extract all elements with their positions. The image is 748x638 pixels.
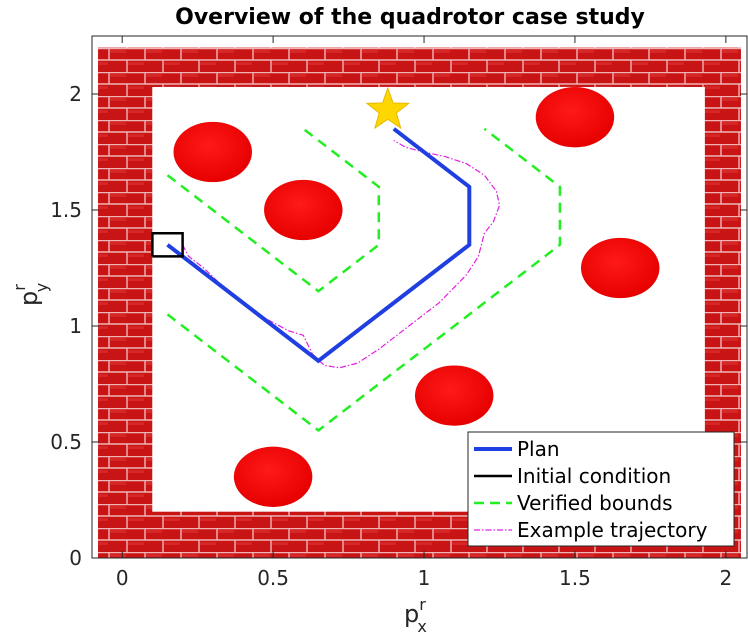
legend-label-1: Plan	[517, 437, 560, 461]
x-tick-label: 0	[116, 566, 129, 590]
legend-box	[467, 431, 735, 547]
x-axis-label-sub: x	[417, 617, 426, 636]
verified-bounds-line-1	[166, 127, 381, 293]
obstacle-2	[264, 179, 343, 241]
legend-label-4: Example trajectory	[517, 518, 708, 542]
plot-area	[98, 47, 741, 558]
y-axis-label: pr y	[10, 283, 51, 306]
x-tick-label: 0.5	[257, 566, 289, 590]
obstacle-4	[580, 237, 660, 299]
y-axis-label-sub: y	[32, 283, 51, 292]
y-tick-label: 0.5	[50, 430, 82, 454]
x-tick-label: 1.5	[559, 566, 591, 590]
x-axis-label-sup: r	[419, 595, 426, 614]
series-lines	[151, 127, 562, 432]
x-tick-label: 1	[418, 566, 431, 590]
axes-box	[91, 35, 748, 559]
goal-marker	[365, 86, 411, 130]
goal-star	[365, 86, 411, 130]
obstacle-3	[535, 87, 615, 148]
legend-label-3: Verified bounds	[517, 491, 673, 515]
y-tick-label: 0	[69, 546, 82, 570]
y-tick-label: 2	[69, 82, 82, 106]
plan-line	[166, 127, 472, 364]
x-tick-label: 2	[720, 566, 733, 590]
y-tick-label: 1	[69, 314, 82, 338]
obstacle-5	[414, 365, 494, 426]
obstacle-6	[233, 446, 313, 507]
chart-title: Overview of the quadrotor case study	[175, 5, 645, 30]
y-tick-label: 1.5	[50, 198, 82, 222]
y-axis-ticks: 0 0.5 1 1.5 2	[50, 82, 747, 570]
obstacles	[173, 87, 660, 507]
x-axis-label-main: p	[404, 600, 419, 628]
verified-bounds-line-2	[166, 127, 562, 432]
x-axis-ticks: 0 0.5 1 1.5 2	[116, 36, 732, 590]
initial-condition-box	[151, 231, 184, 258]
legend-label-2: Initial condition	[517, 464, 671, 488]
y-axis-label-sup: r	[10, 284, 29, 291]
obstacle-1	[173, 121, 252, 183]
y-axis-label-main: p	[15, 291, 43, 306]
legend: Plan Initial condition Verified bounds Exam…	[467, 431, 735, 547]
x-axis-label: pr x	[404, 595, 427, 636]
